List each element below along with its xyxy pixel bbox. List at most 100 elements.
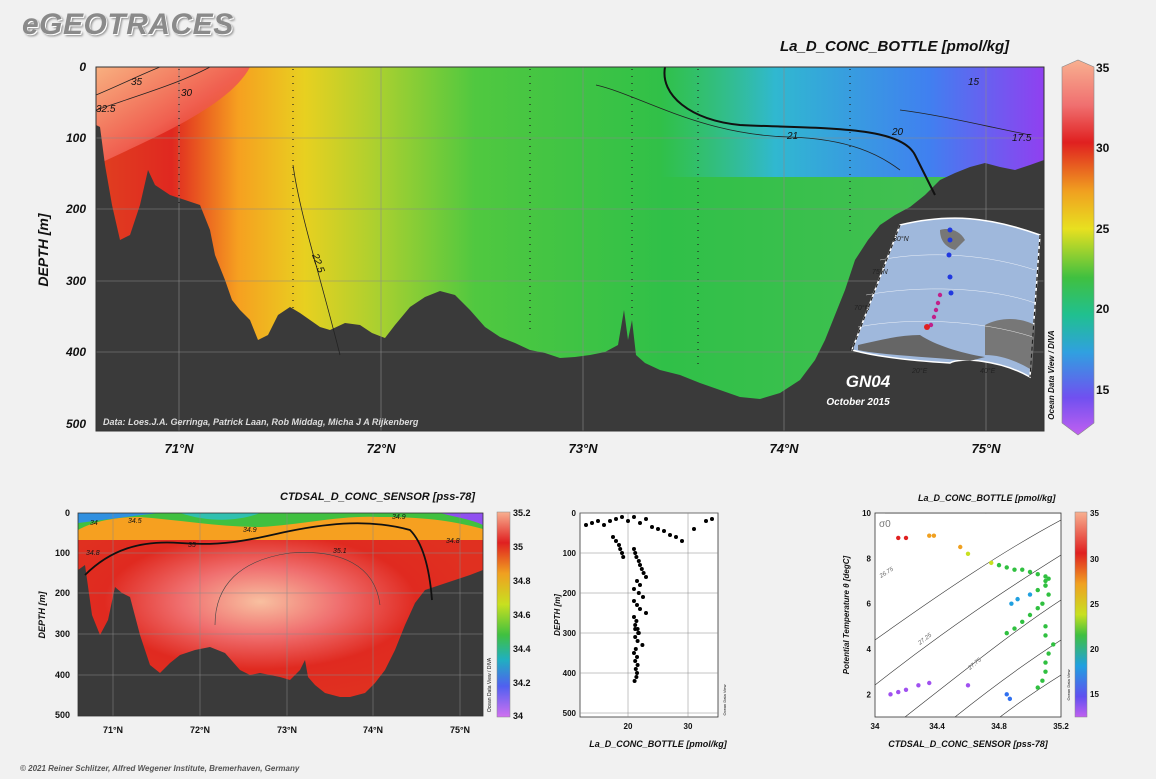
contour-label: 30 <box>181 88 193 99</box>
x-tick: 34.4 <box>929 722 945 731</box>
x-tick: 34 <box>871 722 880 731</box>
odv-label: Ocean Data View / DIVA <box>1047 330 1056 420</box>
data-point <box>1020 567 1025 572</box>
colorbar-tick: 34.2 <box>513 678 531 688</box>
y-tick: 400 <box>563 669 577 678</box>
y-tick: 300 <box>55 629 70 639</box>
data-point <box>1043 660 1048 665</box>
contour-label: 35 <box>131 77 143 88</box>
contour-label: 17.5 <box>1012 133 1032 144</box>
y-tick: 500 <box>55 710 70 720</box>
x-tick: 75°N <box>971 441 1001 455</box>
colorbar <box>1061 59 1095 436</box>
profile-plot: 0 100 200 300 400 500 20 30 La_D_CONC_BOTTLE [… <box>553 509 728 749</box>
y-tick: 100 <box>563 549 577 558</box>
x-tick: 20 <box>624 722 633 731</box>
sigma-label: σ0 <box>879 519 891 530</box>
data-point <box>632 547 636 551</box>
data-point <box>1051 642 1056 647</box>
x-axis-label: La_D_CONC_BOTTLE [pmol/kg] <box>589 739 728 749</box>
data-point <box>896 689 901 695</box>
data-point <box>1035 572 1040 577</box>
data-point <box>1046 592 1051 597</box>
data-point <box>640 643 645 647</box>
odv-label: Ocean Data View / DIVA <box>487 657 493 712</box>
data-point <box>1012 567 1017 572</box>
y-tick: 300 <box>66 274 86 288</box>
colorbar-tick: 25 <box>1096 222 1110 236</box>
y-tick: 2 <box>867 690 872 699</box>
data-point <box>1004 630 1009 636</box>
y-tick: 10 <box>862 509 871 518</box>
data-point <box>636 559 641 563</box>
colorbar-tick: 30 <box>1096 141 1110 155</box>
map-lon-label: 40°E <box>980 367 996 375</box>
main-section-plot: 35 32.5 30 22.5 21 20 17.5 15 0 100 200 … <box>35 59 1110 455</box>
data-credit: Data: Loes.J.A. Gerringa, Patrick Laan, … <box>103 417 419 427</box>
data-point <box>633 659 638 663</box>
y-axis-label: DEPTH [m] <box>35 212 51 286</box>
data-point <box>692 527 696 531</box>
data-point <box>710 517 714 521</box>
data-point <box>633 627 638 631</box>
data-point <box>1009 601 1014 606</box>
cruise-date: October 2015 <box>826 397 890 408</box>
x-tick: 74°N <box>769 441 799 455</box>
data-point <box>1012 626 1017 631</box>
data-point <box>644 517 648 521</box>
data-point <box>1043 578 1048 584</box>
contour-label: 20 <box>891 127 904 138</box>
x-tick: 72°N <box>366 441 396 455</box>
colorbar-tick: 30 <box>1090 555 1099 564</box>
data-point <box>916 683 921 688</box>
contour-label: 15 <box>968 77 980 88</box>
x-tick: 73°N <box>568 441 598 455</box>
data-point <box>617 543 621 547</box>
y-tick: 200 <box>55 588 70 598</box>
contour-label: 35.1 <box>333 548 347 555</box>
data-point <box>620 551 624 555</box>
contour-label: 34.8 <box>446 538 460 545</box>
y-tick: 6 <box>867 600 872 609</box>
data-point <box>1043 583 1048 588</box>
colorbar-tick: 20 <box>1096 302 1110 316</box>
brand-logo: eGEOTRACES <box>22 8 234 41</box>
data-point <box>1043 624 1048 629</box>
y-tick: 500 <box>563 709 577 718</box>
x-tick: 30 <box>684 722 693 731</box>
contour-label: 34.9 <box>392 514 406 521</box>
ts-plot-title: La_D_CONC_BOTTLE [pmol/kg] <box>918 493 1056 503</box>
contour-label: 34 <box>90 520 98 527</box>
y-tick: 300 <box>563 629 577 638</box>
colorbar-tick: 35 <box>1096 61 1110 75</box>
data-point <box>888 692 893 697</box>
x-tick: 73°N <box>277 725 297 735</box>
y-tick: 200 <box>563 589 577 598</box>
data-point <box>989 560 994 566</box>
data-point <box>1043 633 1048 638</box>
colorbar-tick: 34.6 <box>513 610 531 620</box>
data-point <box>635 671 639 675</box>
data-point <box>611 535 615 539</box>
data-point <box>1035 587 1040 593</box>
data-point <box>632 599 636 603</box>
y-tick: 500 <box>66 417 86 431</box>
y-axis-label: DEPTH [m] <box>553 594 562 636</box>
data-point <box>1046 651 1051 656</box>
data-point <box>1027 569 1033 575</box>
y-tick: 100 <box>55 548 70 558</box>
data-point <box>1027 592 1033 597</box>
colorbar-tick: 35.2 <box>513 508 531 518</box>
data-point <box>633 647 638 651</box>
data-point <box>590 521 594 525</box>
data-point <box>641 595 645 599</box>
data-point <box>668 533 672 537</box>
data-point <box>1027 612 1033 618</box>
colorbar-tick: 20 <box>1090 645 1099 654</box>
data-point <box>620 515 624 519</box>
data-point <box>927 533 932 538</box>
data-point <box>634 619 639 623</box>
colorbar-tick: 34 <box>513 711 523 721</box>
data-point <box>1015 596 1020 602</box>
